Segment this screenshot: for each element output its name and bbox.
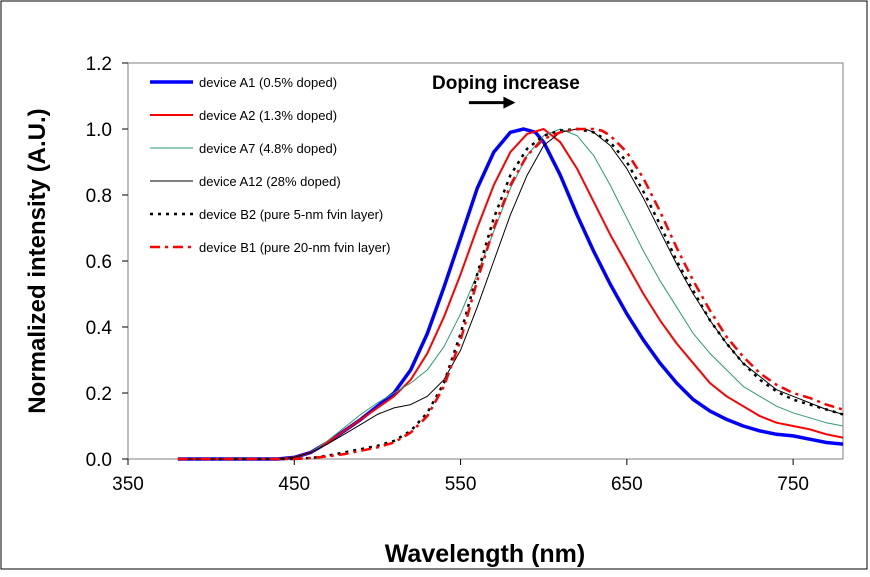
x-tick-label: 450 (278, 474, 310, 495)
legend-label-5: device B2 (pure 5-nm fvin layer) (199, 207, 383, 222)
annotation-arrow-head (503, 96, 516, 109)
y-tick-label: 1.0 (86, 120, 112, 141)
y-tick-label: 0.2 (86, 384, 112, 405)
series-line-5 (177, 127, 844, 461)
x-tick-label: 350 (112, 474, 144, 495)
legend-label-1: device A1 (0.5% doped) (199, 75, 337, 90)
legend-label-3: device A7 (4.8% doped) (199, 141, 337, 156)
x-tick-label: 750 (777, 474, 809, 495)
legend: device A1 (0.5% doped) device A2 (1.3% do… (150, 75, 390, 255)
y-axis: 0.0 0.2 0.4 0.6 0.8 1.0 1.2 (86, 54, 128, 471)
x-axis-label: Wavelength (nm) (385, 540, 585, 568)
x-tick-label: 550 (445, 474, 477, 495)
series-line-6 (177, 127, 844, 461)
legend-label-6: device B1 (pure 20-nm fvin layer) (199, 240, 390, 255)
legend-label-2: device A2 (1.3% doped) (199, 108, 337, 123)
x-axis: 350 450 550 650 750 (112, 459, 809, 495)
y-tick-label: 1.2 (86, 54, 112, 75)
y-tick-label: 0.8 (86, 186, 112, 207)
x-tick-label: 650 (611, 474, 643, 495)
annotation-text: Doping increase (432, 73, 580, 94)
y-tick-label: 0.6 (86, 252, 112, 273)
y-tick-label: 0.4 (86, 318, 113, 339)
series-line-3 (177, 128, 844, 460)
series-layer (177, 127, 844, 461)
y-axis-label: Normalized intensity (A.U.) (24, 108, 51, 413)
y-tick-label: 0.0 (86, 450, 112, 471)
legend-label-4: device A12 (28% doped) (199, 174, 341, 189)
doping-annotation: Doping increase (432, 73, 580, 109)
series-line-2 (177, 128, 844, 460)
